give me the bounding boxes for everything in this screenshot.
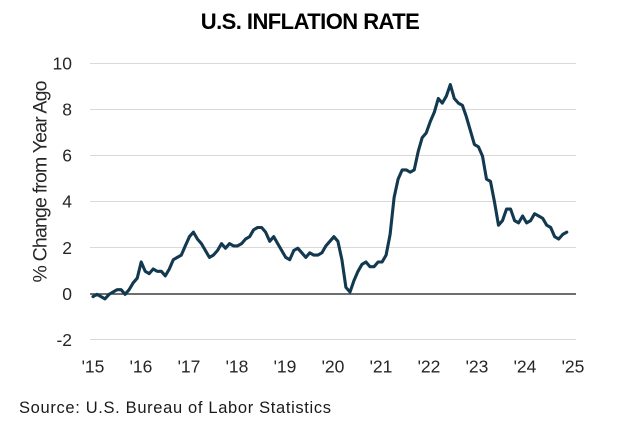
- svg-text:% Change from Year Ago: % Change from Year Ago: [30, 80, 52, 282]
- svg-text:6: 6: [62, 146, 72, 166]
- svg-text:'18: '18: [226, 356, 249, 376]
- svg-text:8: 8: [62, 100, 72, 120]
- svg-text:'25: '25: [562, 356, 585, 376]
- svg-text:'22: '22: [418, 356, 441, 376]
- svg-text:'21: '21: [370, 356, 393, 376]
- svg-text:'16: '16: [130, 356, 153, 376]
- svg-text:'15: '15: [82, 356, 105, 376]
- svg-text:'20: '20: [322, 356, 345, 376]
- svg-text:-2: -2: [56, 330, 72, 350]
- svg-text:'24: '24: [514, 356, 537, 376]
- svg-text:'17: '17: [178, 356, 201, 376]
- svg-text:4: 4: [62, 192, 72, 212]
- svg-text:2: 2: [62, 238, 72, 258]
- svg-text:10: 10: [53, 53, 73, 73]
- svg-text:'23: '23: [466, 356, 489, 376]
- svg-text:U.S. INFLATION RATE: U.S. INFLATION RATE: [201, 9, 420, 34]
- svg-text:'19: '19: [274, 356, 297, 376]
- svg-text:Source: U.S. Bureau of Labor S: Source: U.S. Bureau of Labor Statistics: [19, 399, 331, 417]
- svg-text:0: 0: [62, 284, 72, 304]
